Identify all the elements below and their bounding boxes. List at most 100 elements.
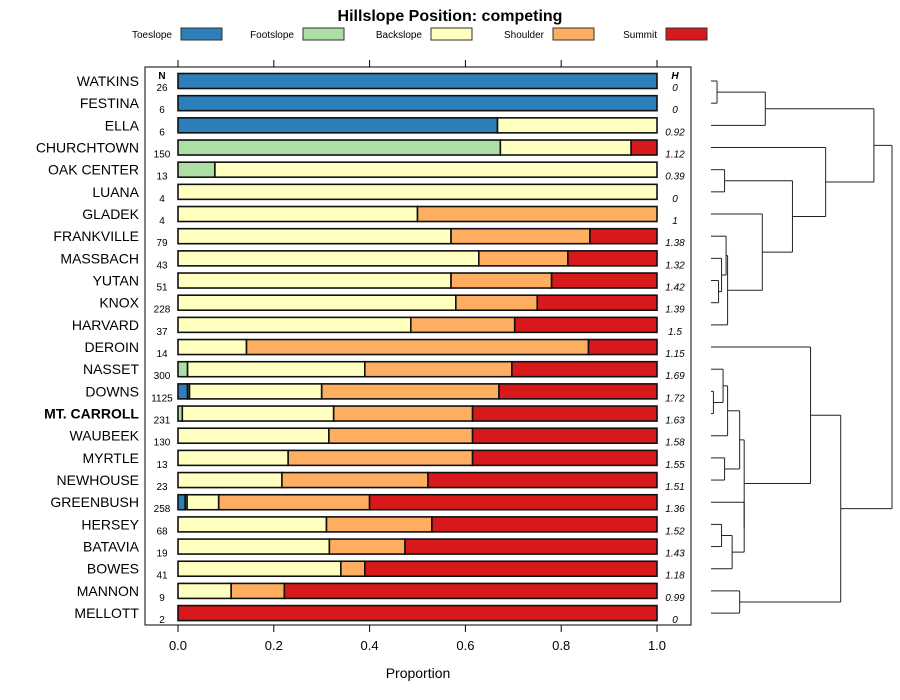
bar-segment-backslope bbox=[177, 449, 289, 467]
n-value: 300 bbox=[154, 371, 171, 382]
h-value: 0.99 bbox=[665, 593, 685, 604]
row-label: MANNON bbox=[77, 583, 139, 599]
row-label: KNOX bbox=[99, 295, 139, 311]
h-value: 1.36 bbox=[665, 504, 685, 515]
row-label: BOWES bbox=[87, 561, 139, 577]
bar-segment-backslope bbox=[177, 250, 480, 267]
bar-segment-shoulder bbox=[287, 449, 474, 467]
h-value: 0 bbox=[672, 105, 678, 116]
bar-segment-backslope bbox=[177, 272, 452, 289]
h-value: 1.69 bbox=[665, 371, 685, 382]
n-value: 19 bbox=[156, 549, 168, 560]
bar-segment-footslope bbox=[177, 360, 189, 378]
n-value: 79 bbox=[156, 238, 168, 249]
x-tick-label: 0.6 bbox=[456, 638, 474, 653]
row-deroin: DEROIN 14 1.15 bbox=[85, 338, 685, 360]
row-label: MYRTLE bbox=[82, 450, 139, 466]
legend-label-backslope: Backslope bbox=[376, 30, 423, 41]
bar-segment-summit bbox=[630, 139, 658, 156]
bar-segment-shoulder bbox=[450, 227, 591, 245]
h-value: 0 bbox=[672, 194, 678, 205]
h-value: 0.92 bbox=[665, 127, 685, 138]
row-label: LUANA bbox=[92, 184, 139, 200]
bar-segment-toeslope bbox=[177, 493, 186, 511]
h-value: 1.42 bbox=[665, 283, 685, 294]
bar-segment-summit bbox=[513, 316, 658, 334]
bar-segment-backslope bbox=[186, 360, 366, 378]
row-batavia: BATAVIA 19 1.43 bbox=[83, 538, 685, 560]
bar-segment-toeslope bbox=[177, 383, 189, 400]
h-value: 1.55 bbox=[665, 460, 685, 471]
x-tick-label: 1.0 bbox=[648, 638, 666, 653]
legend-swatch-footslope bbox=[302, 27, 345, 41]
bar-segment-backslope bbox=[496, 117, 658, 134]
bar-segment-summit bbox=[550, 272, 658, 289]
bar-segment-shoulder bbox=[245, 338, 590, 356]
h-value: 0 bbox=[672, 83, 678, 94]
bar-segment-summit bbox=[587, 338, 658, 356]
bar-segment-summit bbox=[589, 227, 658, 245]
legend-label-summit: Summit bbox=[623, 30, 657, 41]
h-value: 1.52 bbox=[665, 526, 685, 537]
n-value: 4 bbox=[159, 194, 165, 205]
row-massbach: MASSBACH 43 1.32 bbox=[60, 250, 685, 271]
bar-segment-backslope bbox=[214, 161, 658, 178]
n-value: 68 bbox=[156, 526, 168, 537]
bar-segment-summit bbox=[567, 250, 658, 267]
bar-segment-summit bbox=[404, 538, 658, 555]
legend: Toeslope Footslope Backslope Shoulder Summit bbox=[132, 27, 708, 41]
bar-segment-footslope bbox=[177, 139, 502, 156]
row-newhouse: NEWHOUSE 23 1.51 bbox=[57, 471, 685, 493]
n-value: 6 bbox=[159, 105, 165, 116]
x-tick-label: 0.8 bbox=[552, 638, 570, 653]
row-knox: KNOX 228 1.39 bbox=[99, 294, 685, 316]
bar-segment-shoulder bbox=[230, 582, 286, 600]
n-column-header: N bbox=[158, 71, 165, 82]
n-value: 6 bbox=[159, 127, 165, 138]
x-tick-label: 0.2 bbox=[265, 638, 283, 653]
n-value: 43 bbox=[156, 260, 168, 271]
bar-segment-toeslope bbox=[177, 72, 658, 90]
row-label: NEWHOUSE bbox=[57, 472, 139, 488]
row-label: GLADEK bbox=[82, 206, 139, 222]
legend-label-toeslope: Toeslope bbox=[132, 30, 172, 41]
legend-label-footslope: Footslope bbox=[250, 30, 294, 41]
row-mt-carroll: MT. CARROLL 231 1.63 bbox=[44, 405, 685, 427]
n-value: 231 bbox=[154, 416, 171, 427]
h-value: 1.39 bbox=[665, 305, 685, 316]
legend-swatch-toeslope bbox=[180, 27, 223, 41]
row-label: CHURCHTOWN bbox=[36, 140, 139, 156]
h-value: 1.5 bbox=[668, 327, 682, 338]
row-mannon: MANNON 9 0.99 bbox=[77, 582, 685, 604]
bar-segment-toeslope bbox=[177, 117, 499, 134]
h-value: 1.43 bbox=[665, 549, 685, 560]
row-yutan: YUTAN 51 1.42 bbox=[93, 272, 685, 294]
row-label: YUTAN bbox=[93, 273, 139, 289]
bar-segment-backslope bbox=[177, 294, 457, 312]
row-label: DOWNS bbox=[85, 383, 139, 399]
n-value: 150 bbox=[154, 150, 171, 161]
n-value: 4 bbox=[159, 216, 165, 227]
bar-segment-shoulder bbox=[328, 427, 474, 445]
row-hersey: HERSEY 68 1.52 bbox=[81, 516, 685, 537]
legend-swatch-summit bbox=[665, 27, 708, 41]
row-label: OAK CENTER bbox=[48, 162, 139, 178]
row-watkins: WATKINS 26 0 bbox=[77, 72, 678, 94]
h-value: 1.58 bbox=[665, 438, 685, 449]
n-value: 228 bbox=[154, 305, 171, 316]
bar-segment-backslope bbox=[177, 538, 331, 555]
dendrogram bbox=[711, 80, 893, 614]
row-festina: FESTINA 6 0 bbox=[80, 94, 678, 116]
row-label: HERSEY bbox=[81, 516, 139, 532]
row-label: MASSBACH bbox=[60, 250, 139, 266]
row-luana: LUANA 4 0 bbox=[92, 183, 678, 205]
bar-segment-shoulder bbox=[416, 205, 658, 223]
bar-segment-toeslope bbox=[177, 94, 658, 112]
bar-segment-backslope bbox=[177, 338, 248, 356]
bar-segment-summit bbox=[471, 427, 658, 445]
n-value: 26 bbox=[156, 83, 168, 94]
n-value: 41 bbox=[156, 571, 168, 582]
row-churchtown: CHURCHTOWN 150 1.12 bbox=[36, 139, 685, 161]
row-label: FRANKVILLE bbox=[53, 228, 139, 244]
